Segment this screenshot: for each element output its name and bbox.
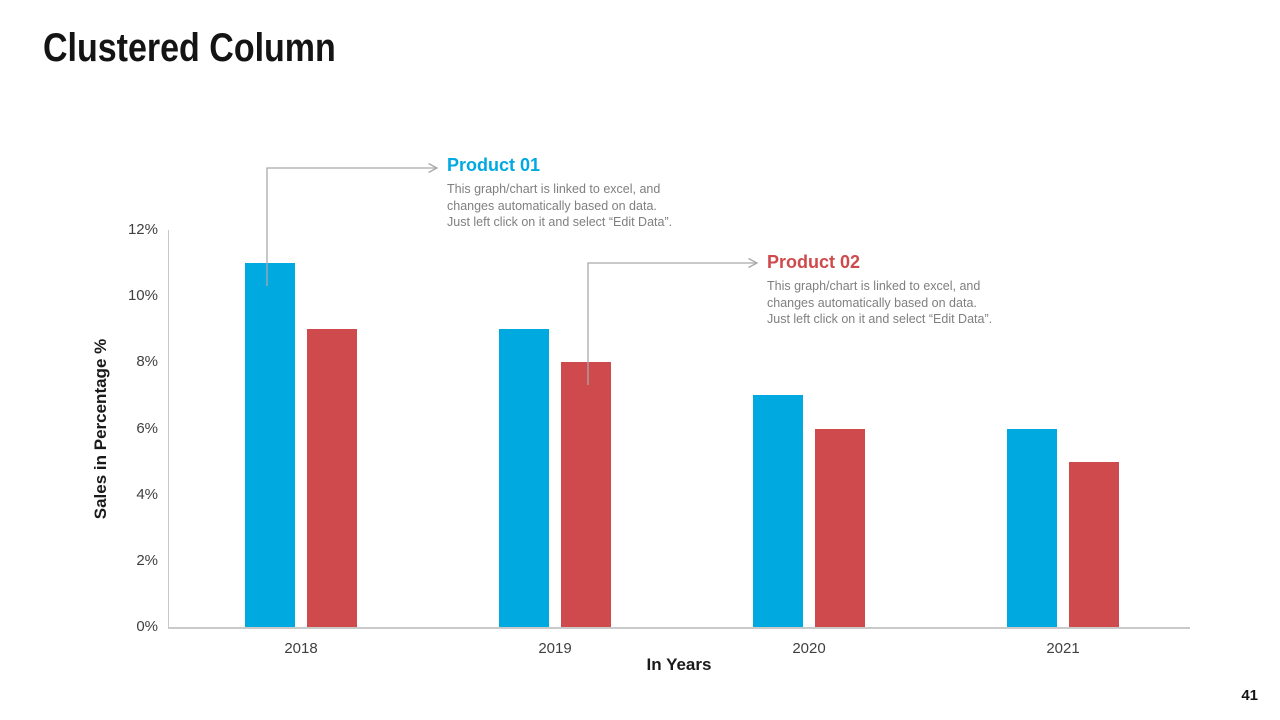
x-axis-line xyxy=(168,627,1190,629)
y-axis-line xyxy=(168,230,169,628)
page-title: Clustered Column xyxy=(43,26,336,70)
bar-product01-2020 xyxy=(753,395,803,627)
page-number: 41 xyxy=(1241,687,1258,704)
bar-product02-2020 xyxy=(815,428,865,627)
bar-product01-2019 xyxy=(499,329,549,627)
y-tick-label: 6% xyxy=(136,419,158,437)
bar-product01-2021 xyxy=(1007,428,1057,627)
x-tick-label: 2019 xyxy=(538,640,572,657)
y-tick-label: 0% xyxy=(136,618,158,635)
bar-product01-2018 xyxy=(245,263,295,627)
product01-description: This graph/chart is linked to excel, and… xyxy=(447,182,673,229)
y-tick-label: 4% xyxy=(136,485,158,503)
y-tick-label: 2% xyxy=(136,551,158,569)
x-tick-label: 2021 xyxy=(1046,640,1080,657)
y-tick-label: 8% xyxy=(136,353,158,371)
plot-area xyxy=(168,230,1190,627)
callout-connector-product01-icon xyxy=(266,162,439,286)
annotation-product02: Product 02 This graph/chart is linked to… xyxy=(767,252,1037,328)
bar-product02-2018 xyxy=(307,329,357,627)
bar-product02-2021 xyxy=(1069,461,1119,627)
y-tick-label: 12% xyxy=(127,221,158,238)
x-tick-label: 2018 xyxy=(284,640,318,657)
product02-heading: Product 02 xyxy=(767,252,861,272)
annotation-product01: Product 01 This graph/chart is linked to… xyxy=(447,155,717,231)
product01-heading: Product 01 xyxy=(447,155,541,175)
callout-connector-product02-icon xyxy=(587,257,759,385)
product02-description: This graph/chart is linked to excel, and… xyxy=(767,279,993,326)
y-tick-label: 10% xyxy=(127,287,158,305)
bar-product02-2019 xyxy=(561,362,611,627)
x-tick-label: 2020 xyxy=(792,640,826,657)
x-axis-title: In Years xyxy=(646,655,712,674)
